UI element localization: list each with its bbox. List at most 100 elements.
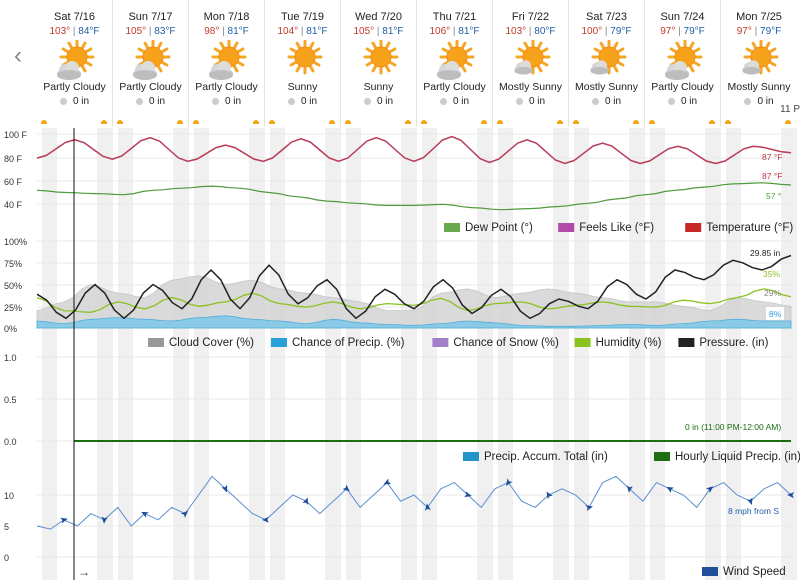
sun-marker-icon: [177, 120, 183, 124]
legend-label[interactable]: Dew Point (°): [465, 222, 533, 234]
wind-direction-arrow: [342, 484, 350, 492]
legend-label[interactable]: Wind Speed: [723, 566, 786, 578]
legend-label[interactable]: Hourly Liquid Precip. (in): [675, 451, 800, 463]
partly-cloudy-icon: [664, 40, 702, 80]
condition-label: Mostly Sunny: [727, 81, 791, 93]
high-temp: 97°: [736, 26, 752, 37]
legend-label[interactable]: Pressure. (in): [699, 337, 768, 349]
y-tick-label: 75%: [4, 259, 22, 269]
precip-chance-end-label: 8%: [769, 309, 782, 319]
legend-label[interactable]: Feels Like (°F): [579, 222, 654, 234]
next-day-partial-label: 11 P: [780, 104, 800, 115]
sun-marker-icon: [557, 120, 563, 124]
y-tick-label: 5: [4, 522, 9, 532]
legend-label[interactable]: Chance of Precip. (%): [292, 337, 405, 349]
day-temps: 106° | 81°F: [429, 26, 480, 37]
mostly-sunny-icon: [590, 40, 626, 75]
day-temps: 97° | 79°F: [736, 26, 782, 37]
day-column[interactable]: Mon 7/18 98° | 81°F Partly Cloudy 0 in: [189, 0, 265, 127]
day-name: Fri 7/22: [511, 11, 550, 23]
night-band: [42, 128, 57, 580]
low-temp: 81°F: [382, 26, 404, 37]
sun-marker-icon: [633, 120, 639, 124]
sun-marker-icon: [573, 120, 579, 124]
day-column[interactable]: Sun 7/24 97° | 79°F Partly Cloudy 0 in: [645, 0, 721, 127]
legend-label[interactable]: Humidity (%): [596, 337, 662, 349]
sun-marker-icon: [253, 120, 259, 124]
night-band: [422, 128, 437, 580]
precip-value: 0 in: [604, 96, 622, 107]
day-name: Sat 7/16: [54, 11, 95, 23]
raindrop-icon: [591, 97, 599, 105]
precip-value: 0 in: [452, 96, 470, 107]
sun-marker-icon: [269, 120, 275, 124]
day-column[interactable]: Tue 7/19 104° | 81°F Sunny 0 in: [265, 0, 341, 127]
precip-amount: 0 in: [341, 96, 416, 107]
raindrop-icon: [439, 97, 447, 105]
y-tick-label: 0: [4, 553, 9, 563]
night-band: [781, 128, 797, 580]
legend-swatch: [271, 338, 287, 347]
scroll-right-icon[interactable]: →: [78, 565, 90, 579]
day-name: Mon 7/25: [736, 11, 782, 23]
chevron-left-icon[interactable]: ‹: [14, 42, 22, 69]
pressure-line: [36, 254, 792, 320]
wind-direction-arrow: [302, 497, 309, 506]
wind-direction-arrow: [626, 485, 633, 493]
raindrop-icon: [211, 97, 219, 105]
legend-label[interactable]: Temperature (°F): [706, 222, 793, 234]
sun-marker-icon: [785, 120, 791, 124]
legend-label[interactable]: Precip. Accum. Total (in): [484, 451, 608, 463]
raindrop-icon: [515, 97, 523, 105]
y-tick-label: 100 F: [4, 130, 28, 140]
precip-amount: 0 in: [721, 96, 797, 107]
high-temp: 104°: [277, 26, 299, 37]
wind-direction-arrow: [585, 505, 593, 511]
legend-swatch: [558, 223, 575, 232]
wind-direction-arrow: [261, 516, 269, 523]
nav-prev[interactable]: ‹: [14, 42, 22, 70]
legend-swatch: [685, 223, 702, 232]
pressure-end-label: 29.85 in: [750, 248, 781, 258]
wind-speed-line: [36, 475, 792, 530]
y-tick-label: 80 F: [4, 154, 23, 164]
partly-cloudy-icon: [132, 40, 170, 80]
day-column[interactable]: Sun 7/17 105° | 83°F Partly Cloudy 0 in: [113, 0, 189, 127]
sun-marker-icon: [421, 120, 427, 124]
day-column[interactable]: Wed 7/20 105° | 81°F Sunny 0 in: [341, 0, 417, 127]
night-band: [194, 128, 209, 580]
day-name: Mon 7/18: [203, 11, 250, 23]
day-column[interactable]: Thu 7/21 106° | 81°F Partly Cloudy 0 in: [417, 0, 493, 127]
day-column[interactable]: Mon 7/25 97° | 79°F Mostly Sunny 0 in: [721, 0, 797, 127]
day-temps: 98° | 81°F: [204, 26, 249, 37]
precip-amount: 0 in: [645, 96, 720, 107]
night-band: [270, 128, 285, 580]
dew-point-line: [36, 182, 792, 211]
legend-label[interactable]: Chance of Snow (%): [453, 337, 559, 349]
low-temp: 81°F: [306, 26, 328, 37]
low-temp: 83°F: [154, 26, 176, 37]
day-column[interactable]: Fri 7/22 103° | 80°F Mostly Sunny 0 in: [493, 0, 569, 127]
high-temp: 105°: [353, 26, 375, 37]
raindrop-icon: [287, 97, 295, 105]
raindrop-icon: [363, 97, 371, 105]
wind-direction-arrow: [101, 516, 108, 524]
precip-value: 0 in: [376, 96, 394, 107]
night-band: [553, 128, 569, 580]
sun-marker-icon: [649, 120, 655, 124]
legend-label[interactable]: Cloud Cover (%): [169, 337, 254, 349]
raindrop-icon: [744, 97, 752, 105]
day-column[interactable]: Sat 7/23 100° | 79°F Mostly Sunny 0 in: [569, 0, 645, 127]
night-band: [346, 128, 361, 580]
precip-amount: 0 in: [493, 96, 568, 107]
high-temp: 98°: [204, 26, 220, 37]
precip-amount: 0 in: [189, 96, 264, 107]
day-name: Thu 7/21: [432, 11, 477, 23]
partly-cloudy-icon: [208, 40, 246, 80]
sun-marker-icon: [481, 120, 487, 124]
y-tick-label: 0%: [4, 324, 17, 334]
day-column[interactable]: Sat 7/16 103° | 84°F Partly Cloudy 0 in: [37, 0, 113, 127]
raindrop-icon: [59, 97, 67, 105]
condition-label: Sunny: [287, 81, 318, 93]
wind-direction-arrow: [221, 484, 228, 493]
